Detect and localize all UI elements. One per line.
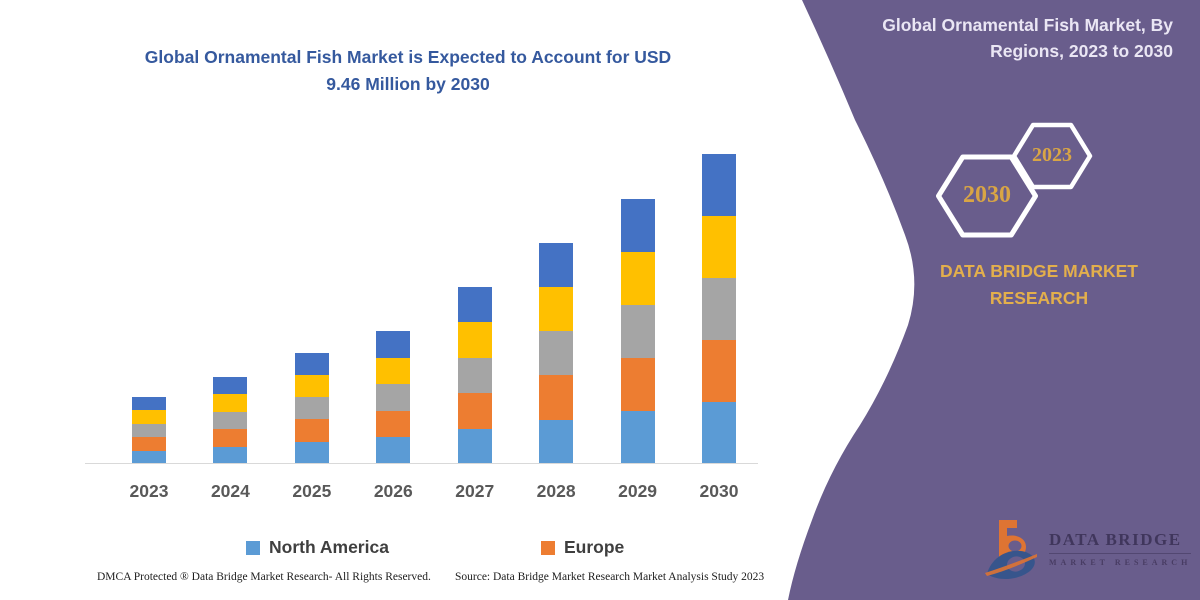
bar-segment: [132, 423, 166, 438]
bar-segment: [376, 357, 411, 385]
source-note: Source: Data Bridge Market Research Mark…: [455, 571, 765, 583]
bar-segment: [539, 331, 574, 376]
dmca-notice: DMCA Protected ® Data Bridge Market Rese…: [97, 571, 431, 583]
bar-segment: [213, 377, 248, 395]
bar-segment: [457, 357, 492, 394]
hexagon-2023-outline: [1011, 122, 1093, 190]
x-axis-label-2023: 2023: [129, 481, 169, 501]
bar-segment: [620, 304, 655, 358]
bar-segment: [539, 286, 574, 332]
panel-background: [788, 0, 1200, 600]
bar-segment: [702, 340, 736, 402]
bar-segment: [457, 393, 492, 429]
stacked-bar-2027: [457, 287, 492, 464]
legend-label: North America: [269, 537, 389, 557]
bar-segment: [539, 375, 574, 420]
bar-segment: [702, 154, 736, 216]
legend-swatch-icon: [541, 540, 555, 555]
legend-label: Europe: [564, 537, 625, 557]
bar-segment: [213, 411, 248, 430]
panel-brand-line1: DATA BRIDGE MARKET: [940, 261, 1138, 281]
stacked-bar-2023: [132, 397, 166, 464]
panel-brand-line2: RESEARCH: [989, 288, 1089, 308]
panel-title-line2: Regions, 2023 to 2030: [990, 41, 1173, 61]
data-bridge-logo: DATA BRIDGE MARKET RESEARCH: [985, 516, 1195, 588]
bar-segment: [213, 446, 248, 464]
bar-segment: [132, 450, 166, 464]
hexagon-2030-outline: [936, 154, 1038, 238]
bar-segment: [457, 287, 492, 323]
bar-segment: [620, 410, 655, 464]
bar-segment: [132, 397, 166, 411]
legend-swatch-icon: [246, 540, 260, 555]
hexagon-2023-label: 2023: [1032, 144, 1072, 166]
x-axis-label-2028: 2028: [536, 481, 576, 501]
bar-segment: [294, 441, 329, 464]
stacked-bar-2026: [376, 331, 411, 464]
bar-segment: [376, 384, 411, 411]
logo-subtitle: MARKET RESEARCH: [1049, 558, 1192, 567]
bar-segment: [620, 251, 655, 305]
bar-segment: [294, 419, 329, 442]
stacked-bar-2029: [620, 198, 655, 464]
bar-segment: [132, 410, 166, 424]
bar-segment: [620, 198, 655, 252]
x-axis-label-2030: 2030: [699, 481, 739, 501]
bar-segment: [457, 428, 492, 464]
bar-segment: [294, 374, 329, 398]
bar-segment: [376, 331, 411, 358]
bar-segment: [539, 242, 574, 287]
hexagon-2030-label: 2030: [963, 182, 1011, 208]
bar-segment: [132, 437, 166, 451]
panel-title-line1: Global Ornamental Fish Market, By: [882, 15, 1173, 35]
bar-segment: [457, 322, 492, 358]
panel-title: Global Ornamental Fish Market, By Region…: [813, 12, 1173, 64]
bar-segment: [539, 419, 574, 464]
bar-segment: [294, 352, 329, 375]
stacked-bar-2028: [539, 242, 574, 464]
logo-text: DATA BRIDGE MARKET RESEARCH: [1049, 530, 1192, 567]
bar-segment: [213, 429, 248, 447]
bar-segment: [213, 394, 248, 412]
logo-underline-swoosh-icon: [985, 554, 1037, 576]
stacked-bar-2030: [702, 154, 736, 464]
x-axis-label-2027: 2027: [455, 481, 495, 501]
x-axis-label-2024: 2024: [210, 481, 250, 501]
chart-title: Global Ornamental Fish Market is Expecte…: [95, 44, 721, 98]
bar-segment: [702, 216, 736, 278]
bar-segment: [376, 410, 411, 438]
chart-title-line1: Global Ornamental Fish Market is Expecte…: [144, 47, 672, 67]
stacked-bar-2025: [294, 352, 329, 464]
data-bridge-logo-icon: [985, 520, 1037, 580]
x-axis-label-2025: 2025: [292, 481, 332, 501]
bar-segment: [376, 437, 411, 464]
x-axis-label-2029: 2029: [618, 481, 658, 501]
bar-segment: [620, 357, 655, 411]
bar-segment: [294, 397, 329, 420]
panel-brand-text: DATA BRIDGE MARKET RESEARCH: [898, 258, 1180, 312]
legend-item-europe: Europe: [541, 537, 624, 558]
bar-segment: [702, 278, 736, 340]
chart-title-line2: 9.46 Million by 2030: [326, 74, 490, 94]
bar-segment: [702, 402, 736, 464]
stacked-bar-2024: [213, 377, 248, 464]
x-axis-label-2026: 2026: [373, 481, 413, 501]
legend-item-north-america: North America: [246, 537, 389, 558]
logo-name: DATA BRIDGE: [1049, 530, 1192, 554]
x-axis-line: [85, 463, 758, 464]
